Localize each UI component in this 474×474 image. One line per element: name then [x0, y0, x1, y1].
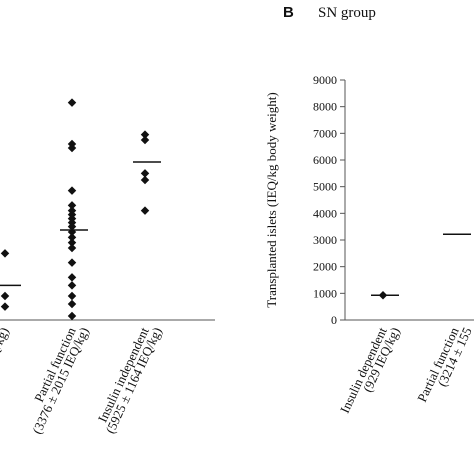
- y-tick-label: 9000: [313, 73, 337, 87]
- y-tick-label: 3000: [313, 233, 337, 247]
- data-point: [0, 249, 10, 258]
- data-point: [140, 135, 150, 145]
- data-point: [67, 311, 77, 321]
- y-tick-label: 1000: [313, 286, 337, 300]
- data-point: [67, 291, 77, 301]
- y-tick-label: 4000: [313, 206, 337, 220]
- data-point: [67, 238, 77, 247]
- data-point: [0, 302, 10, 311]
- y-tick-label: 0: [331, 313, 337, 327]
- data-point: [67, 258, 77, 267]
- y-tick-label: 5000: [313, 180, 337, 194]
- y-tick-label: 2000: [313, 260, 337, 274]
- panel-label: B: [283, 4, 294, 21]
- data-point: [140, 130, 150, 139]
- x-tick-label: EQ/kg): [0, 325, 12, 366]
- y-tick-label: 6000: [313, 153, 337, 167]
- data-point: [67, 273, 77, 282]
- data-point: [67, 243, 77, 253]
- data-point: [140, 175, 150, 185]
- data-point: [67, 299, 77, 309]
- y-axis-label: Transplanted islets (IEQ/kg body weight): [264, 92, 279, 307]
- data-point: [0, 291, 10, 301]
- data-point: [67, 98, 77, 107]
- data-point: [140, 169, 150, 178]
- y-tick-label: 7000: [313, 126, 337, 140]
- data-point: [67, 186, 77, 195]
- data-point: [67, 281, 77, 290]
- data-point: [67, 222, 77, 231]
- data-point: [67, 143, 77, 153]
- data-point: [67, 233, 77, 242]
- y-tick-label: 8000: [313, 100, 337, 114]
- data-point: [67, 201, 77, 210]
- data-point: [140, 206, 150, 215]
- chart-title: SN group: [318, 5, 376, 21]
